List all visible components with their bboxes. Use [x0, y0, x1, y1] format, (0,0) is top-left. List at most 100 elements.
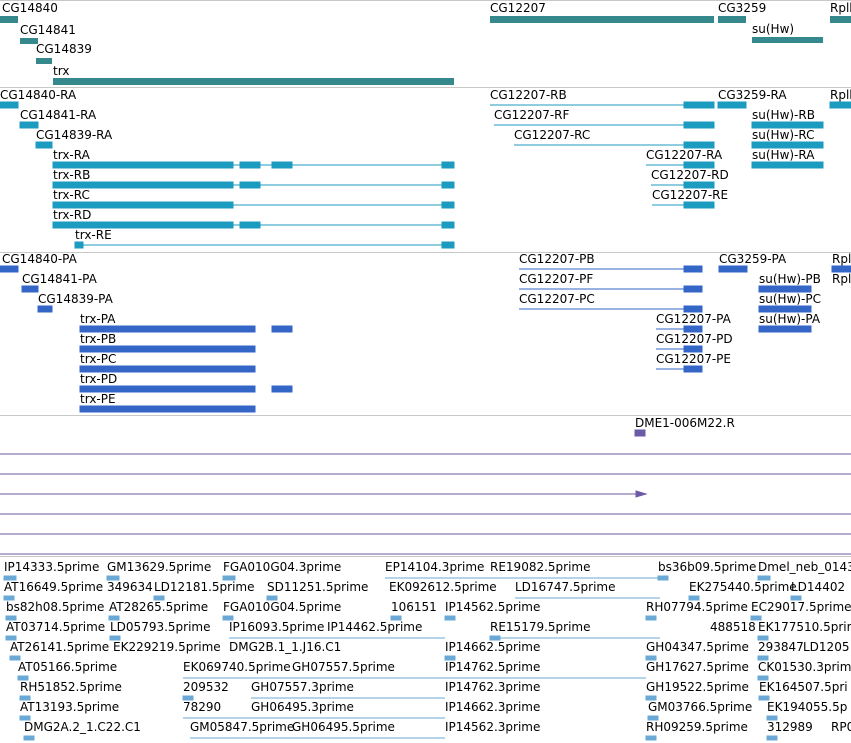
est-label[interactable]: AT28265.5prime [109, 600, 209, 614]
est-label[interactable]: 349634 [107, 580, 153, 594]
est-label[interactable]: IP14562.5prime [445, 600, 541, 614]
protein-label[interactable]: Rpll [832, 252, 851, 266]
protein-label[interactable]: trx-PB [80, 332, 117, 346]
est-label[interactable]: AT13193.5prime [20, 700, 120, 714]
est-label[interactable]: DMG2B.1_1.J16.C1 [229, 640, 342, 654]
protein-label[interactable]: trx-PC [80, 352, 117, 366]
gene-label[interactable]: CG14840 [2, 1, 58, 15]
est-label[interactable]: RH51852.5prime [20, 680, 122, 694]
protein-label[interactable]: trx-PD [80, 372, 118, 386]
est-label[interactable]: Dmel_neb_0143 [758, 560, 851, 574]
est-label[interactable]: GM05847.5prime [190, 720, 295, 734]
est-label[interactable]: EC29017.5prime [751, 600, 851, 614]
protein-label[interactable]: CG12207-PC [519, 292, 595, 306]
gene-label[interactable]: CG14839 [36, 42, 92, 56]
transcript-label[interactable]: su(Hw)-RB [752, 108, 815, 122]
est-label[interactable]: 488518 [710, 620, 756, 634]
protein-label[interactable]: CG12207-PE [656, 352, 731, 366]
est-label[interactable]: GH06495.3prime [251, 700, 354, 714]
protein-label[interactable]: CG12207-PD [656, 332, 733, 346]
transcript-label[interactable]: Rpll [830, 88, 851, 102]
est-label[interactable]: GH04347.5prime [646, 640, 749, 654]
transcript-label[interactable]: CG14840-RA [0, 88, 77, 102]
est-label[interactable]: EK275440.5prime [689, 580, 797, 594]
gene-label[interactable]: trx [53, 64, 70, 78]
est-label[interactable]: IP14762.3prime [445, 680, 541, 694]
est-label[interactable]: GH07557.5prime [292, 660, 395, 674]
gene-label[interactable]: CG3259 [718, 1, 767, 15]
est-label[interactable]: 106151 [391, 600, 437, 614]
protein-label[interactable]: CG14841-PA [22, 272, 97, 286]
est-label[interactable]: GH07557.3prime [251, 680, 354, 694]
protein-label[interactable]: CG3259-PA [719, 252, 787, 266]
gene-label[interactable]: su(Hw) [752, 22, 795, 36]
protein-label[interactable]: su(Hw)-PA [759, 312, 821, 326]
est-label[interactable]: RP0 [831, 720, 851, 734]
est-label[interactable]: AT26141.5prime [10, 640, 110, 654]
est-label[interactable]: AT16649.5prime [4, 580, 104, 594]
est-label[interactable]: 78290 [183, 700, 222, 714]
est-label[interactable]: EK177510.5prim [758, 620, 851, 634]
protein-label[interactable]: CG12207-PA [656, 312, 731, 326]
transcript-label[interactable]: trx-RA [53, 148, 90, 162]
est-label[interactable]: SD11251.5prime [267, 580, 369, 594]
protein-label[interactable]: CG12207-PF [519, 272, 594, 286]
est-label[interactable]: RE19082.5prime [490, 560, 591, 574]
est-label[interactable]: DMG2A.2_1.C22.C1 [24, 720, 141, 734]
est-label[interactable]: AT05166.5prime [18, 660, 118, 674]
est-label[interactable]: FGA010G04.3prime [223, 560, 342, 574]
est-label[interactable]: EK229219.5prime [113, 640, 221, 654]
clone-label[interactable]: DME1-006M22.R [635, 416, 735, 430]
est-label[interactable]: EK164507.5pri [759, 680, 848, 694]
est-label[interactable]: IP14762.5prime [445, 660, 541, 674]
est-label[interactable]: bs36b09.5prime [658, 560, 757, 574]
transcript-label[interactable]: trx-RD [53, 208, 92, 222]
est-label[interactable]: LD05793.5prime [110, 620, 211, 634]
transcript-label[interactable]: CG14841-RA [20, 108, 97, 122]
est-label[interactable]: 209532 [183, 680, 229, 694]
est-label[interactable]: GH17627.5prime [646, 660, 749, 674]
est-label[interactable]: IP16093.5prime [229, 620, 325, 634]
est-label[interactable]: bs82h08.5prime [6, 600, 105, 614]
transcript-label[interactable]: CG12207-RB [490, 88, 567, 102]
est-label[interactable]: IP14662.3prime [445, 700, 541, 714]
transcript-label[interactable]: trx-RC [53, 188, 90, 202]
transcript-label[interactable]: CG12207-RE [652, 188, 729, 202]
est-label[interactable]: IP14562.3prime [445, 720, 541, 734]
est-label[interactable]: GM13629.5prime [107, 560, 212, 574]
est-label[interactable]: GH06495.5prime [292, 720, 395, 734]
transcript-label[interactable]: CG14839-RA [36, 128, 113, 142]
transcript-label[interactable]: CG12207-RF [494, 108, 570, 122]
est-label[interactable]: EK092612.5prime [389, 580, 497, 594]
est-label[interactable]: CK01530.3prime [758, 660, 851, 674]
protein-label[interactable]: trx-PA [80, 312, 116, 326]
transcript-label[interactable]: su(Hw)-RA [752, 148, 815, 162]
gene-label[interactable]: Rpll [830, 1, 851, 15]
gene-label[interactable]: CG12207 [490, 1, 546, 15]
est-label[interactable]: EP14104.3prime [385, 560, 485, 574]
transcript-label[interactable]: CG12207-RA [646, 148, 723, 162]
transcript-label[interactable]: CG12207-RD [651, 168, 729, 182]
transcript-label[interactable]: trx-RB [53, 168, 91, 182]
transcript-label[interactable]: trx-RE [75, 228, 112, 242]
protein-label[interactable]: CG14840-PA [2, 252, 77, 266]
transcript-label[interactable]: su(Hw)-RC [752, 128, 815, 142]
est-label[interactable]: IP14662.5prime [445, 640, 541, 654]
est-label[interactable]: LD14402 [791, 580, 846, 594]
est-label[interactable]: IP14462.5prime [327, 620, 423, 634]
est-label[interactable]: LD16747.5prime [515, 580, 616, 594]
protein-label[interactable]: CG14839-PA [38, 292, 113, 306]
est-label[interactable]: EK069740.5prime [183, 660, 291, 674]
est-label[interactable]: RH09259.5prime [646, 720, 748, 734]
est-label[interactable]: LD12181.5prime [154, 580, 255, 594]
transcript-label[interactable]: CG3259-RA [718, 88, 787, 102]
est-label[interactable]: AT03714.5prime [6, 620, 106, 634]
est-label[interactable]: FGA010G04.5prime [223, 600, 342, 614]
gene-label[interactable]: CG14841 [20, 23, 76, 37]
est-label[interactable]: 312989 [767, 720, 813, 734]
est-label[interactable]: RH07794.5prime [646, 600, 748, 614]
protein-label[interactable]: Rpll [832, 272, 851, 286]
protein-label[interactable]: su(Hw)-PB [759, 272, 821, 286]
protein-label[interactable]: CG12207-PB [519, 252, 595, 266]
